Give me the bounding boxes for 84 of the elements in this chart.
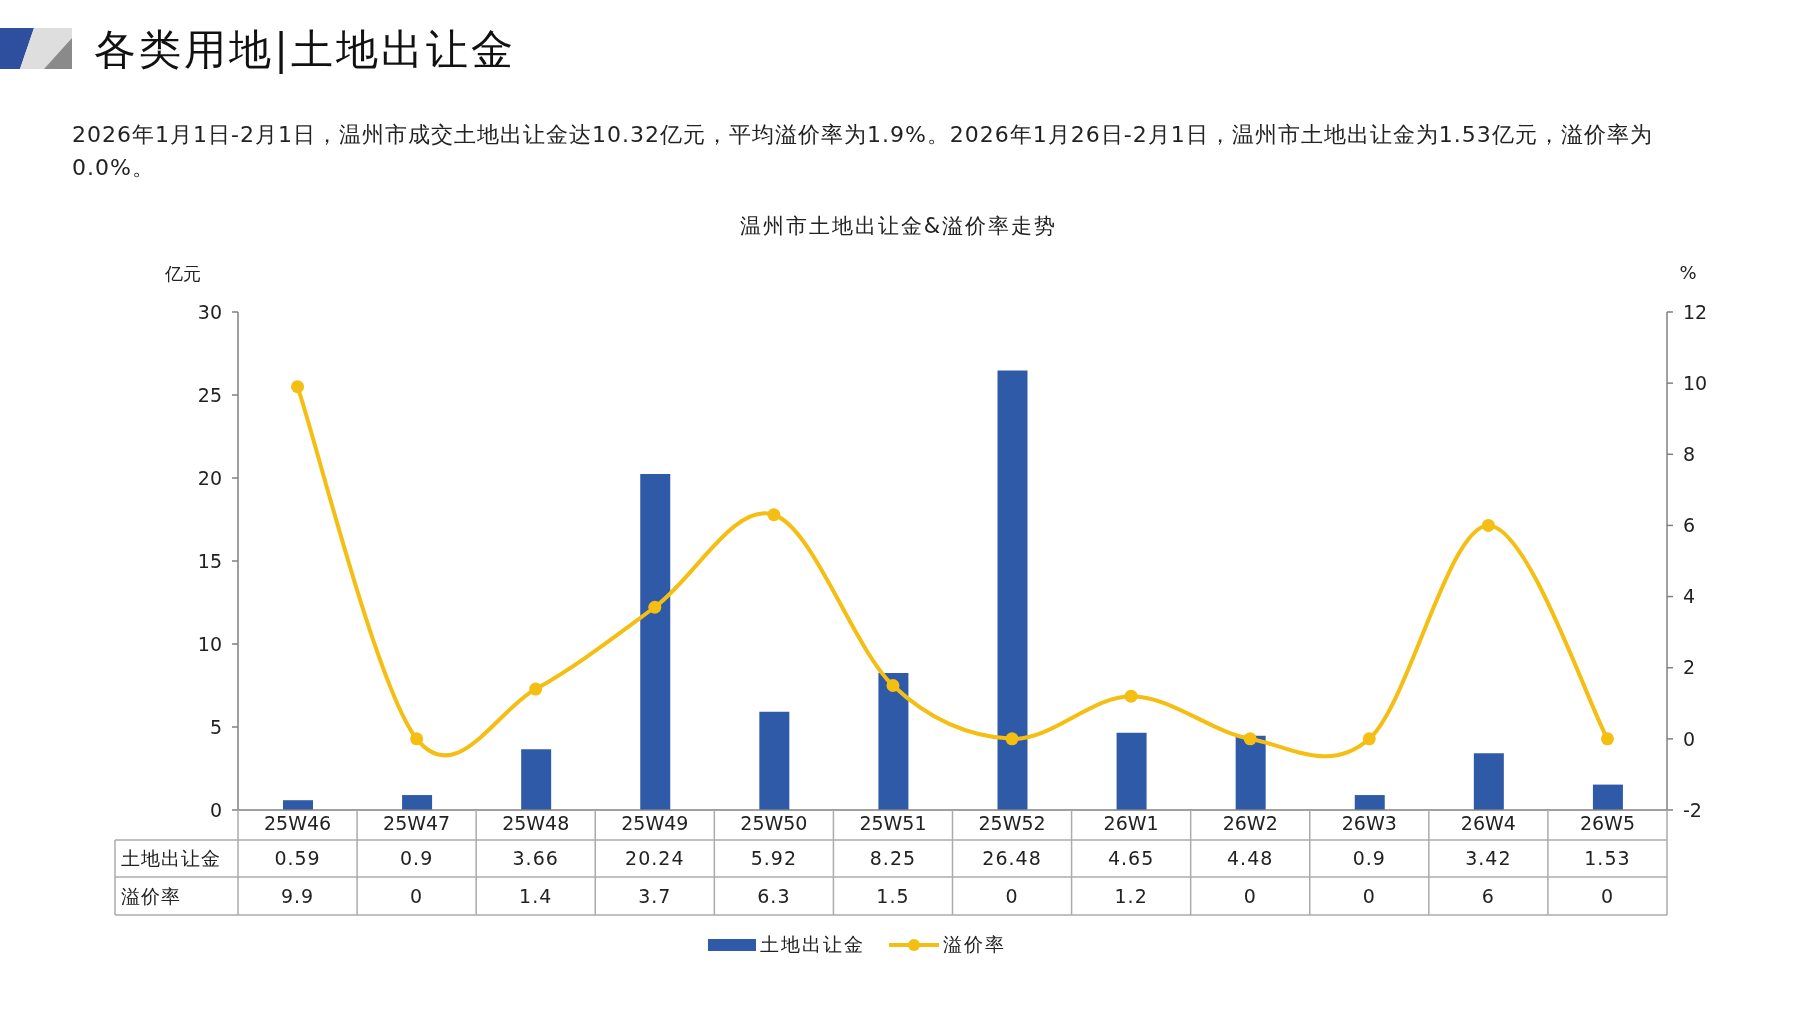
data-label: 0 <box>1599 884 1615 909</box>
text: 溢价率 <box>121 885 181 907</box>
x-tick-label: 25W49 <box>621 812 689 835</box>
y-axis-title: 亿元 <box>164 262 202 286</box>
data-label: 0 <box>409 884 425 909</box>
data-label: 3.66 <box>511 846 560 871</box>
y2-tick-label: 12 <box>1683 300 1708 323</box>
data-label: 3.42 <box>1464 846 1513 871</box>
data-label: 6 <box>1480 884 1496 909</box>
point <box>767 508 781 522</box>
x-tick-label: 25W51 <box>859 812 927 835</box>
data-label: 4.48 <box>1226 846 1275 871</box>
x-tick-label: 26W1 <box>1103 812 1159 835</box>
bar <box>402 795 433 810</box>
point <box>291 380 305 394</box>
x-tick-label: 26W2 <box>1222 812 1278 835</box>
data-label: 0 <box>1361 884 1377 909</box>
point <box>648 600 662 614</box>
data-label: 1.53 <box>1583 846 1632 871</box>
y2-tick-label: 4 <box>1683 585 1696 608</box>
y2-tick-label: 0 <box>1683 727 1696 750</box>
data-label: 6.3 <box>756 884 792 909</box>
bar <box>1235 735 1266 810</box>
bar <box>1116 732 1147 810</box>
data-label: 26.48 <box>981 846 1043 871</box>
data-label: 1.4 <box>518 884 554 909</box>
bar <box>759 711 790 810</box>
bar <box>521 749 552 810</box>
data-label: 5.92 <box>749 846 798 871</box>
data-label: 0.9 <box>399 846 435 871</box>
y2-tick-label: 6 <box>1683 514 1696 537</box>
bar <box>640 474 671 810</box>
data-label: 8.25 <box>868 846 918 871</box>
data-label: 4.65 <box>1106 846 1156 871</box>
y2-tick-label: -2 <box>1683 798 1702 821</box>
chart-title: 各类用地|土地出让金 <box>94 24 517 76</box>
point <box>1005 732 1019 746</box>
y2-axis-title: % <box>1678 262 1698 283</box>
y-tick-label: 10 <box>197 632 222 655</box>
point <box>410 732 424 746</box>
bar <box>1473 753 1504 810</box>
bar <box>283 800 313 810</box>
text: 温州市土地出让金&溢价率走势 <box>738 213 1059 240</box>
data-label: 20.24 <box>624 846 686 871</box>
y-tick-label: 0 <box>209 798 222 821</box>
x-tick-label: 26W3 <box>1341 812 1397 835</box>
data-label: 0 <box>1242 884 1258 909</box>
point <box>1243 732 1257 746</box>
bar <box>997 370 1028 810</box>
point <box>886 679 900 692</box>
y-tick-label: 5 <box>209 715 222 738</box>
legend-label: 溢价率 <box>942 932 1006 957</box>
point <box>1362 732 1376 746</box>
bar <box>878 673 909 810</box>
x-tick-label: 25W52 <box>978 812 1046 835</box>
point <box>529 682 543 696</box>
y-tick-label: 20 <box>197 466 222 489</box>
y-tick-label: 30 <box>197 300 222 323</box>
data-label: 0 <box>1004 884 1020 909</box>
text: 土地出让金 <box>121 847 221 869</box>
data-label: 0.9 <box>1351 846 1387 871</box>
y-tick-label: 25 <box>197 383 222 406</box>
point <box>1600 732 1614 746</box>
y-tick-label: 15 <box>197 549 222 572</box>
chart-subtitle: 2026年1月1日-2月1日，温州市成交土地出让金达10.32亿元，平均溢价率为1.9%。2026年1月26日-2月1日，温州市土地出让金为1.53亿元，溢价率为0.0%。 <box>72 121 1654 182</box>
x-tick-label: 26W4 <box>1460 812 1516 835</box>
x-tick-label: 25W50 <box>740 812 808 835</box>
x-tick-label: 25W47 <box>383 812 451 835</box>
point <box>1124 689 1138 703</box>
x-tick-label: 26W5 <box>1579 812 1635 835</box>
data-label: 9.9 <box>279 884 316 909</box>
data-label: 3.7 <box>637 884 673 909</box>
data-label: 1.5 <box>875 884 911 909</box>
data-label: 1.2 <box>1113 884 1149 909</box>
bar <box>1354 795 1385 810</box>
data-label: 0.59 <box>273 846 322 871</box>
point <box>1481 518 1495 532</box>
bar <box>1592 784 1623 810</box>
y2-tick-label: 2 <box>1683 656 1696 679</box>
y2-tick-label: 8 <box>1683 443 1696 466</box>
y2-tick-label: 10 <box>1683 371 1708 394</box>
x-tick-label: 25W48 <box>502 812 570 835</box>
x-tick-label: 25W46 <box>263 812 332 835</box>
legend-label: 土地出让金 <box>759 932 865 957</box>
